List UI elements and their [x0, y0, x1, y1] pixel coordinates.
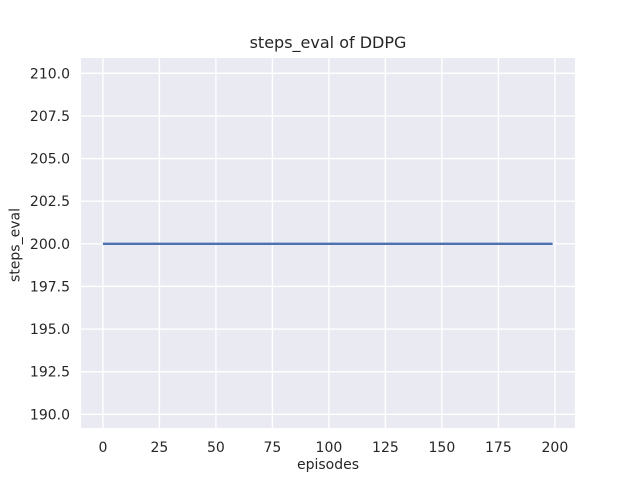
x-tick-label: 100 [316, 440, 343, 456]
y-tick-label: 195.0 [30, 322, 70, 338]
y-tick-label: 192.5 [30, 365, 70, 381]
chart-title: steps_eval of DDPG [249, 33, 407, 52]
y-tick-label: 202.5 [30, 194, 70, 210]
y-tick-label: 190.0 [30, 407, 70, 423]
y-tick-label: 205.0 [30, 152, 70, 168]
y-tick-label: 200.0 [30, 237, 70, 253]
y-tick-label: 197.5 [30, 279, 70, 295]
x-tick-label: 25 [151, 440, 169, 456]
x-tick-label: 175 [485, 440, 512, 456]
x-axis-label: episodes [296, 457, 360, 473]
x-tick-label: 150 [429, 440, 456, 456]
y-tick-label: 207.5 [30, 109, 70, 125]
x-tick-label: 50 [207, 440, 225, 456]
x-tick-label: 0 [98, 440, 107, 456]
x-tick-label: 200 [542, 440, 569, 456]
x-tick-label: 125 [372, 440, 399, 456]
y-tick-label: 210.0 [30, 66, 70, 82]
x-tick-label: 75 [263, 440, 281, 456]
